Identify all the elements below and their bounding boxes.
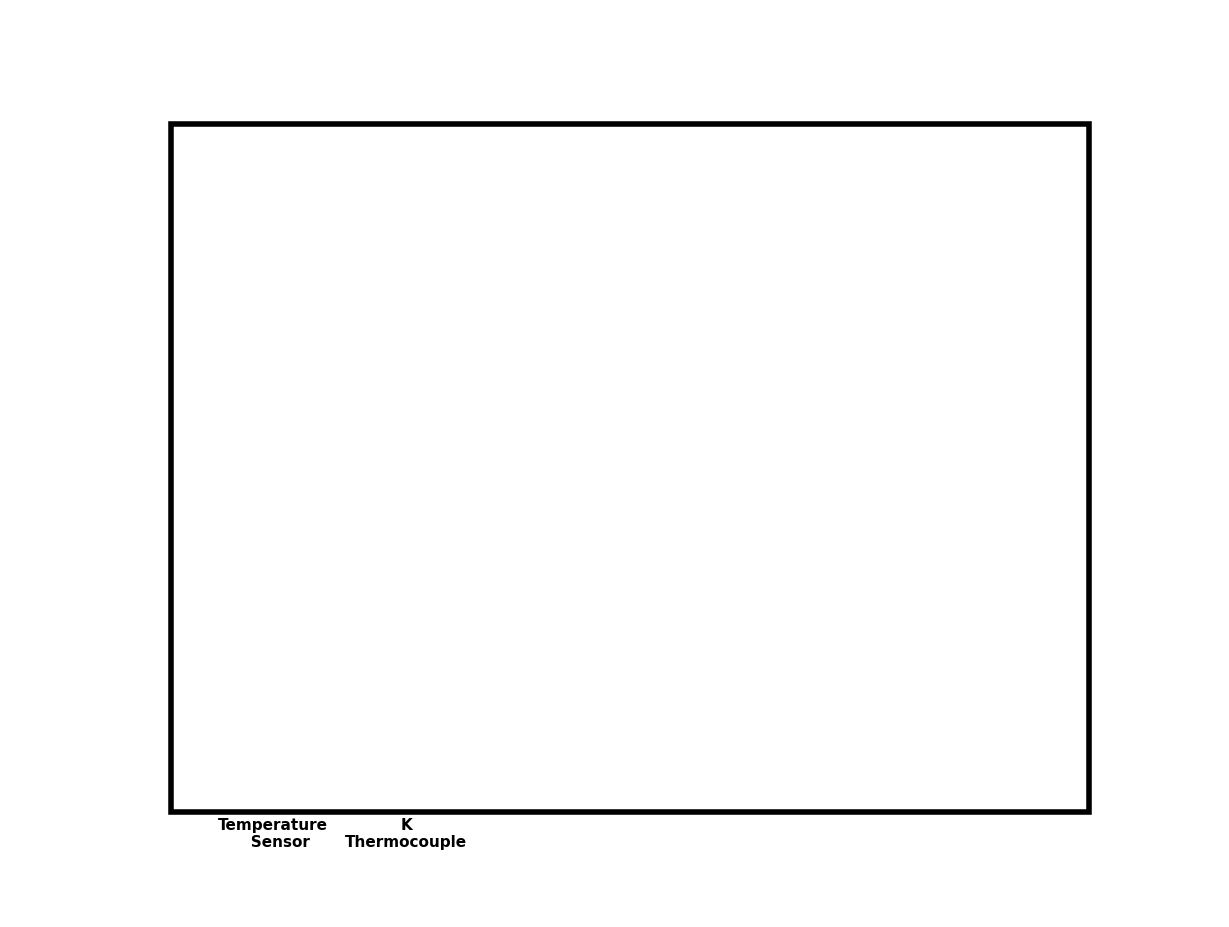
Text: K
Thermocouple: K Thermocouple xyxy=(345,818,467,850)
Text: Black: Black xyxy=(206,787,252,802)
Circle shape xyxy=(388,583,406,596)
Text: L (1, 2) = 5.00 mH ± 10% , 100 Amps RMS: L (1, 2) = 5.00 mH ± 10% , 100 Amps RMS xyxy=(506,320,930,338)
Text: 2: 2 xyxy=(257,502,270,520)
Circle shape xyxy=(232,489,294,534)
Text: 1: 1 xyxy=(257,641,270,660)
Circle shape xyxy=(232,349,294,395)
Text: 4: 4 xyxy=(257,223,270,242)
Text: Red: Red xyxy=(278,698,310,713)
Text: 3: 3 xyxy=(257,362,270,381)
Bar xyxy=(492,240,1078,611)
Text: L (1, 4) = 7.60 mH ± 10% , 100 Amps RMS: L (1, 4) = 7.60 mH ± 10% , 100 Amps RMS xyxy=(506,520,930,538)
Text: Temperature
   Sensor: Temperature Sensor xyxy=(218,818,328,850)
Circle shape xyxy=(232,210,294,256)
Text: K: K xyxy=(399,741,413,759)
Text: L (1, 3) = 6.36 mH ± 10% , 100 Amps RMS: L (1, 3) = 6.36 mH ± 10% , 100 Amps RMS xyxy=(506,420,930,438)
Circle shape xyxy=(232,628,294,673)
Bar xyxy=(370,723,442,777)
